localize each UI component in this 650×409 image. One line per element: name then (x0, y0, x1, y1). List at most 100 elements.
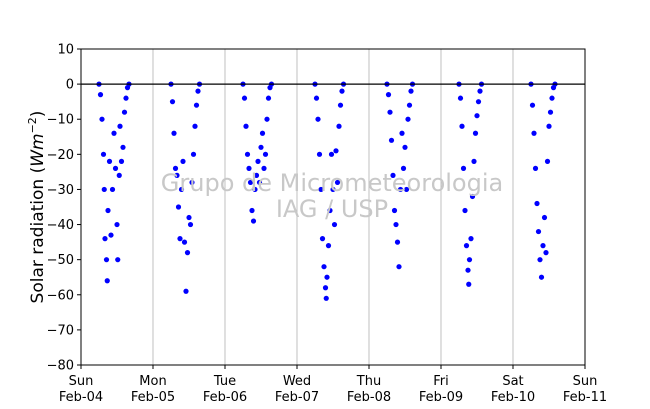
data-point (111, 130, 117, 136)
data-point (315, 116, 321, 122)
data-point (118, 158, 125, 164)
data-point (103, 257, 110, 263)
data-point (543, 250, 549, 256)
data-point (99, 116, 105, 122)
data-point (174, 172, 180, 178)
data-point (265, 95, 272, 101)
data-point (249, 207, 255, 214)
data-point (462, 207, 468, 214)
data-point (336, 123, 342, 129)
data-point (121, 109, 128, 115)
data-point (396, 264, 402, 270)
data-point (181, 239, 188, 245)
plot-frame (80, 48, 586, 366)
data-point (114, 221, 120, 228)
data-point (258, 144, 264, 150)
data-point (400, 165, 407, 171)
data-point (322, 285, 329, 291)
data-point (474, 113, 480, 119)
y-tick-label: −70 (47, 323, 74, 338)
data-point (115, 257, 121, 263)
data-point (101, 186, 107, 193)
data-point (334, 179, 341, 186)
data-point (321, 264, 327, 270)
data-point (477, 88, 483, 94)
data-point (547, 109, 554, 115)
x-tick-date-label: Feb-04 (59, 390, 103, 405)
data-point (169, 99, 176, 105)
data-point (394, 239, 401, 245)
data-point (327, 207, 333, 214)
data-point (469, 193, 476, 200)
grid (152, 49, 514, 365)
y-tick-label: 10 (57, 43, 74, 58)
x-tick-date-label: Feb-10 (491, 390, 535, 405)
data-point (255, 158, 261, 164)
y-tick-label: −40 (47, 218, 74, 233)
data-point (328, 151, 335, 157)
data-point (471, 158, 477, 164)
data-point (390, 172, 396, 178)
data-point (337, 102, 344, 108)
y-tick-label: 0 (66, 78, 74, 93)
data-point (316, 151, 323, 157)
data-point (187, 221, 194, 228)
x-tick-date-label: Feb-11 (563, 390, 607, 405)
data-point (466, 281, 472, 287)
data-point (324, 274, 330, 280)
data-point (171, 130, 177, 136)
data-point (193, 102, 200, 108)
data-point (534, 200, 540, 207)
data-point (403, 186, 410, 193)
data-point (457, 95, 464, 101)
data-point (339, 88, 345, 94)
data-point (535, 228, 542, 235)
data-point (108, 232, 114, 238)
x-tick-date-label: Feb-05 (131, 390, 175, 405)
x-tick-day-label: Sat (502, 374, 523, 389)
data-point (189, 179, 195, 186)
data-point (318, 186, 324, 193)
data-point (262, 151, 269, 157)
y-tick-label: −20 (47, 148, 74, 163)
data-point (540, 243, 546, 249)
data-point (109, 186, 116, 193)
data-point (261, 165, 267, 171)
data-point (546, 123, 552, 129)
data-point (397, 186, 404, 193)
y-tick-label: −30 (47, 183, 74, 198)
data-point (195, 88, 201, 94)
data-point (402, 144, 408, 150)
data-point (408, 88, 414, 94)
data-point (252, 186, 258, 193)
data-point (178, 186, 185, 193)
data-point (405, 116, 411, 122)
data-point (531, 130, 537, 136)
data-point (172, 165, 179, 171)
data-point (330, 186, 336, 193)
data-point (475, 99, 482, 105)
x-tick-day-label: Thu (356, 374, 381, 389)
y-axis-label-unit: Wm (28, 133, 48, 166)
data-point (406, 102, 413, 108)
data-point (112, 165, 119, 171)
data-point (388, 137, 395, 143)
data-point (264, 116, 270, 122)
data-point (385, 92, 392, 98)
data-point (313, 95, 320, 101)
data-point (460, 165, 467, 171)
data-point (243, 123, 249, 129)
y-tick-label: −80 (47, 359, 74, 374)
data-point (537, 257, 543, 263)
watermark-line-2: IAG / USP (276, 195, 388, 223)
data-point (97, 92, 104, 98)
data-point (541, 214, 548, 221)
data-point (459, 123, 465, 129)
data-point (250, 218, 257, 224)
watermark: Grupo de Micrometeorologia IAG / USP (161, 169, 503, 223)
data-point (319, 236, 326, 242)
y-axis-label: Solar radiation (Wm−2) (26, 111, 48, 304)
x-tick-day-label: Sun (69, 374, 94, 389)
x-tick-day-label: Wed (283, 374, 311, 389)
